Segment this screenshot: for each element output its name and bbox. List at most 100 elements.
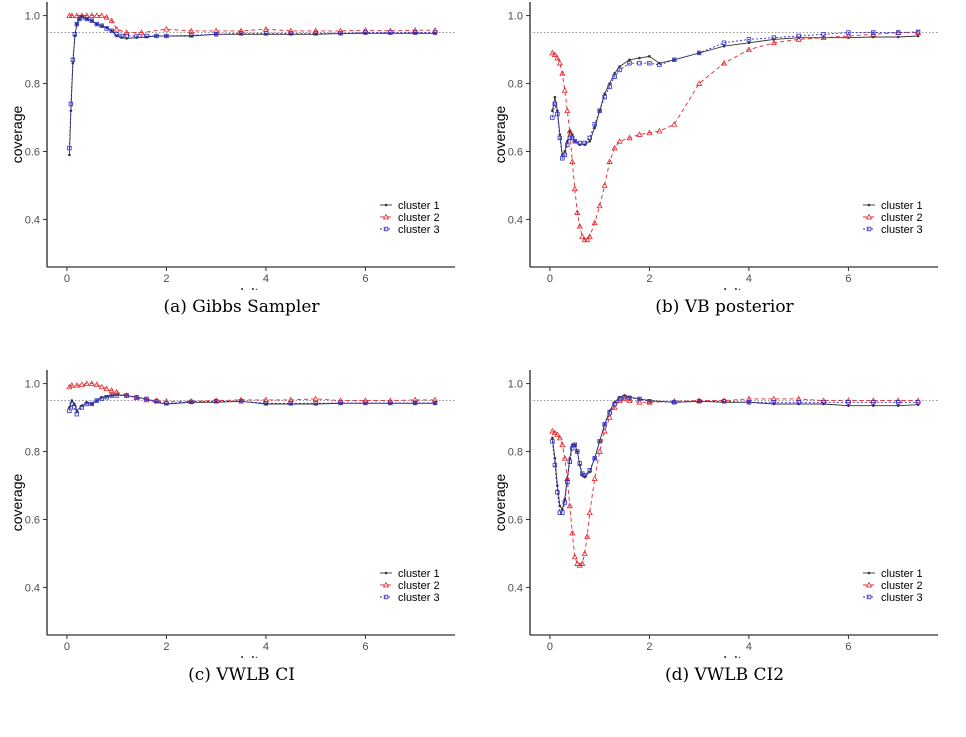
chart-caption: (b) VB posterior xyxy=(655,297,794,317)
data-point xyxy=(551,436,554,440)
data-point xyxy=(94,21,99,27)
data-point xyxy=(608,82,611,85)
data-point xyxy=(362,26,369,33)
data-point xyxy=(124,393,129,398)
data-point xyxy=(133,394,140,401)
data-point xyxy=(73,382,80,388)
data-point xyxy=(363,30,368,35)
data-point xyxy=(388,30,393,35)
series-line xyxy=(69,15,436,34)
data-point xyxy=(288,401,294,406)
data-point xyxy=(871,400,876,405)
data-point xyxy=(821,400,826,405)
legend-label: cluster 3 xyxy=(881,224,923,236)
data-point xyxy=(432,400,438,406)
x-tick-label: 2 xyxy=(646,641,652,653)
data-point xyxy=(576,223,583,229)
data-point xyxy=(820,34,827,40)
legend-key-marker xyxy=(382,213,390,220)
data-point xyxy=(895,30,901,35)
data-point xyxy=(556,434,563,441)
data-point xyxy=(108,387,115,393)
data-point xyxy=(98,12,105,18)
data-point xyxy=(287,27,294,34)
data-point xyxy=(69,401,75,407)
data-point xyxy=(720,397,728,403)
data-point xyxy=(559,441,566,448)
x-tick-label: 0 xyxy=(547,641,553,653)
y-tick-label: 0.4 xyxy=(25,582,40,594)
data-point xyxy=(79,15,85,20)
data-point xyxy=(602,94,607,100)
data-point xyxy=(338,31,343,36)
series-1 xyxy=(68,393,437,413)
data-point xyxy=(636,399,643,405)
data-point xyxy=(188,27,195,34)
data-point xyxy=(84,16,90,22)
data-point xyxy=(627,395,632,401)
chart-svg: 0.40.60.81.00246deltacoveragecluster 1cl… xyxy=(9,370,455,658)
y-tick-label: 0.6 xyxy=(25,146,40,158)
data-point xyxy=(432,26,439,33)
series-line xyxy=(68,395,436,416)
data-point xyxy=(68,101,74,107)
data-point xyxy=(79,405,85,410)
data-point xyxy=(586,509,593,516)
legend-key-marker xyxy=(866,594,872,600)
x-tick-label: 6 xyxy=(362,273,368,285)
x-tick-label: 6 xyxy=(845,641,851,653)
data-point xyxy=(550,439,555,444)
data-point xyxy=(312,27,319,34)
data-point xyxy=(551,429,558,436)
data-point xyxy=(113,25,120,32)
chart-svg: 0.40.60.81.00246deltacoveragecluster 1cl… xyxy=(492,370,938,658)
data-point xyxy=(124,33,129,39)
data-point xyxy=(567,135,573,141)
data-point xyxy=(601,182,608,188)
data-point xyxy=(745,46,753,52)
data-point xyxy=(73,12,80,18)
series-1 xyxy=(551,394,920,511)
data-point xyxy=(67,145,72,151)
data-point xyxy=(560,156,565,161)
data-point xyxy=(555,490,560,495)
data-point xyxy=(617,67,622,73)
legend-key-marker xyxy=(867,203,871,207)
data-point xyxy=(114,393,119,398)
data-point xyxy=(672,58,676,62)
data-point xyxy=(75,409,79,413)
data-point xyxy=(696,80,703,86)
legend-key-marker xyxy=(382,581,390,588)
legend-label: cluster 2 xyxy=(398,212,440,224)
data-point xyxy=(770,39,777,46)
data-point xyxy=(613,72,616,75)
y-tick-label: 1.0 xyxy=(508,11,523,23)
legend-key-marker xyxy=(384,203,388,207)
legend-label: cluster 3 xyxy=(398,224,440,236)
data-point xyxy=(104,26,109,31)
y-tick-label: 0.8 xyxy=(25,447,40,459)
data-point xyxy=(591,219,598,226)
legend-label: cluster 2 xyxy=(881,212,923,224)
x-tick-label: 2 xyxy=(163,273,169,285)
data-point xyxy=(696,50,702,56)
data-point xyxy=(78,381,85,387)
y-axis-label: coverage xyxy=(9,473,25,531)
data-point xyxy=(134,394,139,400)
data-point xyxy=(571,553,578,560)
x-tick-label: 2 xyxy=(163,641,169,653)
data-point xyxy=(68,406,71,409)
data-point xyxy=(647,399,652,404)
data-point xyxy=(550,115,555,120)
data-point xyxy=(144,396,149,402)
data-point xyxy=(143,396,150,403)
data-point xyxy=(109,28,114,34)
data-point xyxy=(647,60,652,66)
data-point xyxy=(556,59,563,66)
data-point xyxy=(90,402,94,406)
data-point xyxy=(88,12,95,18)
data-point xyxy=(84,401,90,407)
data-point xyxy=(66,383,73,390)
data-point xyxy=(551,109,554,113)
